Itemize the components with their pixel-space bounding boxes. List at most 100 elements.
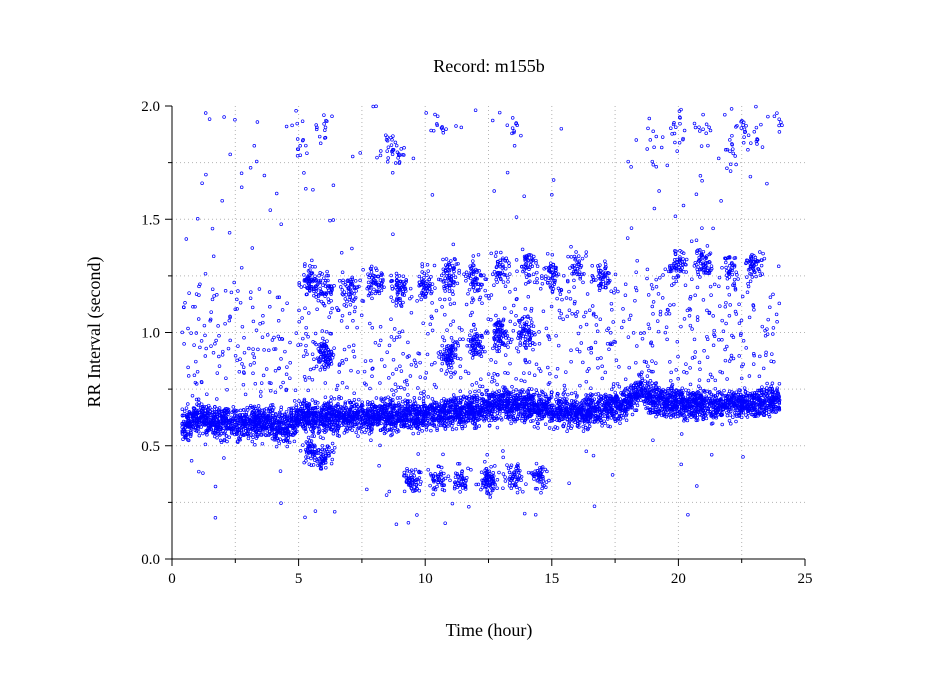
data-point [394,406,399,411]
data-point [429,428,433,433]
data-point [323,395,328,399]
data-point [563,387,567,391]
data-point [329,401,333,406]
data-point [547,414,551,419]
data-point [630,412,635,417]
data-point [569,399,574,403]
data-point [442,396,446,401]
data-point [310,398,315,402]
data-point [640,370,644,375]
data-point [477,424,482,428]
data-point [406,393,410,397]
data-point [624,418,629,423]
data-point [253,443,257,447]
data-point [566,392,570,397]
data-point [421,396,426,401]
data-point [581,429,586,433]
data-point [180,407,185,411]
data-point [517,389,522,394]
data-point [714,416,719,420]
data-point [218,438,223,443]
data-point [355,402,359,406]
data-point [316,431,321,435]
data-point [260,441,265,446]
data-point [669,415,673,420]
data-point [633,408,637,412]
data-point [318,435,323,439]
data-point [734,419,738,424]
chart-title: Record: m155b [433,56,544,76]
data-point [487,423,492,428]
data-point [522,420,527,425]
data-point [363,430,367,435]
data-point [215,397,219,401]
data-point [535,417,539,422]
data-point [650,381,654,385]
data-point [343,400,348,404]
data-point [613,390,617,395]
data-point [329,395,333,399]
data-point [285,444,289,449]
data-point [569,391,574,396]
data-point [284,409,289,414]
data-point [335,433,340,438]
data-point [511,389,516,394]
data-point [250,439,255,444]
data-point [424,428,429,432]
data-point [357,397,361,402]
data-point [292,439,297,444]
data-point [435,426,439,431]
data-point [468,390,472,394]
data-point [439,399,444,403]
data-point [543,422,548,426]
data-point [499,416,503,420]
data-point [227,435,231,440]
data-point [477,389,481,393]
data-point [617,384,622,389]
data-point [332,397,337,401]
data-point [317,427,321,431]
data-point [462,395,466,400]
data-point [667,413,671,418]
data-point [356,434,360,438]
data-point [584,393,588,397]
data-point [426,395,430,399]
data-point [386,395,390,399]
data-point [600,424,604,428]
data-point [450,427,455,432]
data-point [430,397,435,401]
data-point [297,399,301,403]
data-point [219,432,223,436]
data-point [225,439,229,444]
data-point [567,417,572,421]
data-point [602,419,606,423]
data-point [265,429,270,433]
data-point [463,424,467,428]
data-points [180,104,784,527]
data-point [720,422,724,427]
data-point [194,397,199,402]
data-point [184,406,189,410]
data-point [256,404,261,408]
data-point [687,411,691,416]
data-point [685,418,690,423]
data-point [704,394,709,398]
data-point [688,382,693,387]
data-point [540,389,544,394]
data-point [727,418,732,423]
data-point [243,412,247,417]
data-point [684,388,688,392]
data-point [335,428,339,433]
data-point [617,413,622,418]
data-point [621,416,625,420]
data-point [484,392,489,397]
data-point [466,419,470,423]
data-point [367,431,372,436]
data-point [567,421,572,425]
data-point [454,426,459,431]
data-point [670,384,674,388]
data-point [473,389,477,394]
data-point [231,405,236,409]
data-point [364,428,369,432]
